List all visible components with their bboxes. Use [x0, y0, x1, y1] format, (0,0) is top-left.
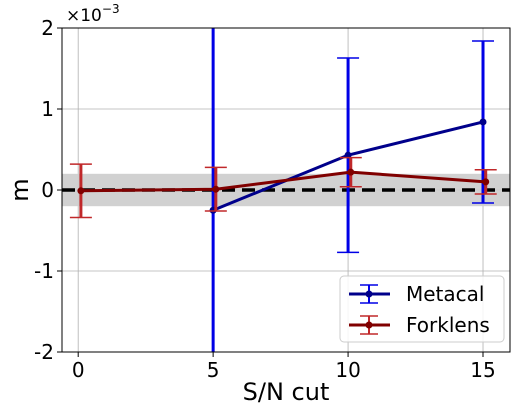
x-axis-label: S/N cut — [243, 378, 330, 406]
series-layer — [69, 28, 497, 352]
series-metacal — [209, 28, 495, 352]
y-scale-offset-exponent: −3 — [102, 2, 120, 16]
x-tick-label: 10 — [335, 358, 360, 382]
data-point — [77, 187, 85, 195]
x-tick-label: 5 — [207, 358, 220, 382]
data-point — [479, 118, 487, 126]
x-tick-label: 15 — [470, 358, 495, 382]
legend-marker-swatch — [365, 290, 373, 298]
legend: Metacal Forklens — [339, 275, 505, 343]
x-tick-label: 0 — [72, 358, 85, 382]
y-axis: -2 -1 0 1 2 — [34, 16, 62, 364]
y-tick-label: -1 — [34, 259, 54, 283]
y-axis-label: m — [6, 178, 34, 201]
x-axis: 0 5 10 15 — [72, 352, 496, 382]
legend-label: Forklens — [406, 313, 490, 337]
legend-marker-swatch — [365, 321, 373, 329]
series-forklens — [69, 156, 497, 219]
series-line — [80, 170, 486, 193]
legend-label: Metacal — [406, 282, 484, 306]
y-scale-offset: ×10−3 — [66, 2, 120, 26]
y-tick-label: 2 — [41, 16, 54, 40]
data-point — [212, 185, 220, 193]
data-point — [482, 178, 490, 186]
y-scale-offset-base: ×10 — [66, 6, 102, 26]
data-point — [347, 168, 355, 176]
y-tick-label: 1 — [41, 97, 54, 121]
y-tick-label: 0 — [41, 178, 54, 202]
y-tick-label: -2 — [34, 340, 54, 364]
